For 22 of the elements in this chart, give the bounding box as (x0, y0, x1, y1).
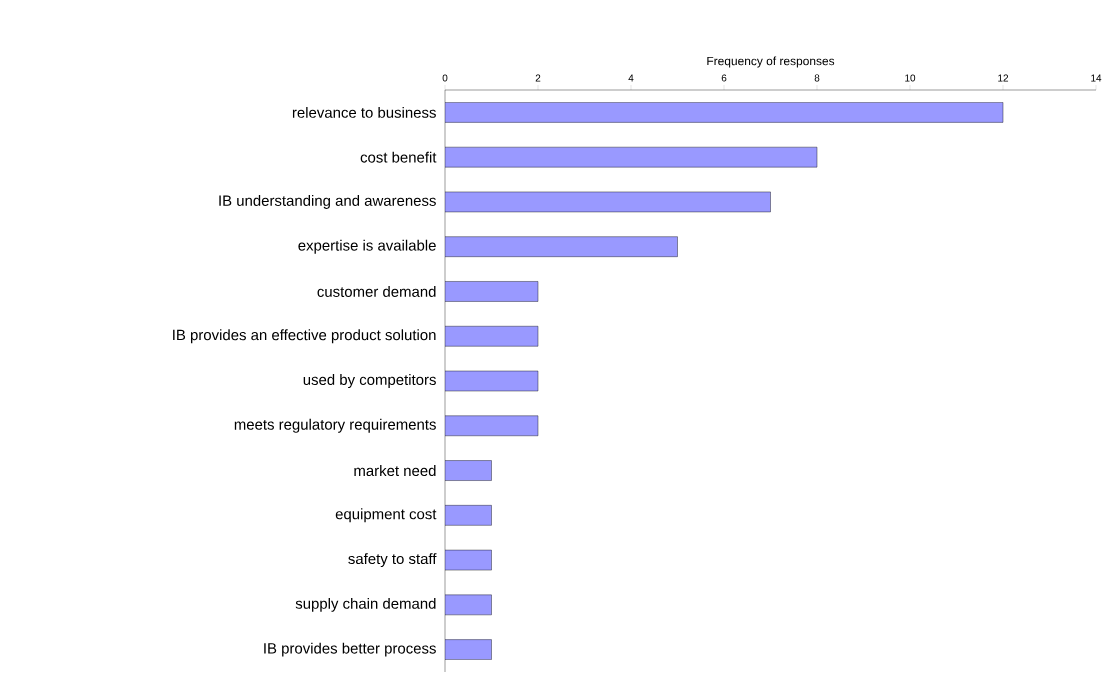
x-axis-title: Frequency of responses (707, 56, 835, 68)
y-tick-label: meets regulatory requirements (234, 418, 436, 433)
y-tick-label: cost benefit (360, 151, 437, 163)
y-tick-label: equipment cost (335, 508, 437, 523)
y-tick-label: safety to staff (348, 553, 437, 568)
x-tick-label: 6 (721, 74, 727, 82)
x-tick-label: 10 (905, 74, 916, 82)
y-tick-label: expertise is available (298, 239, 436, 254)
y-tick-label: IB understanding and awareness (219, 194, 436, 209)
x-tick-label: 2 (535, 74, 541, 82)
y-tick-label: IB provides an effective product solution (173, 329, 436, 344)
y-tick-label: used by competitors (303, 374, 436, 388)
x-tick-label: 4 (628, 74, 634, 82)
y-tick-label: relevance to business (292, 106, 436, 118)
x-tick-label: 0 (442, 74, 448, 82)
x-tick-label: 14 (1091, 74, 1102, 82)
y-tick-label: supply chain demand (295, 597, 436, 612)
y-tick-label: market need (354, 465, 436, 477)
y-tick-label: customer demand (317, 285, 436, 297)
x-tick-label: 8 (814, 74, 820, 82)
y-tick-label: IB provides better process (264, 642, 436, 657)
x-tick-label: 12 (998, 74, 1009, 82)
